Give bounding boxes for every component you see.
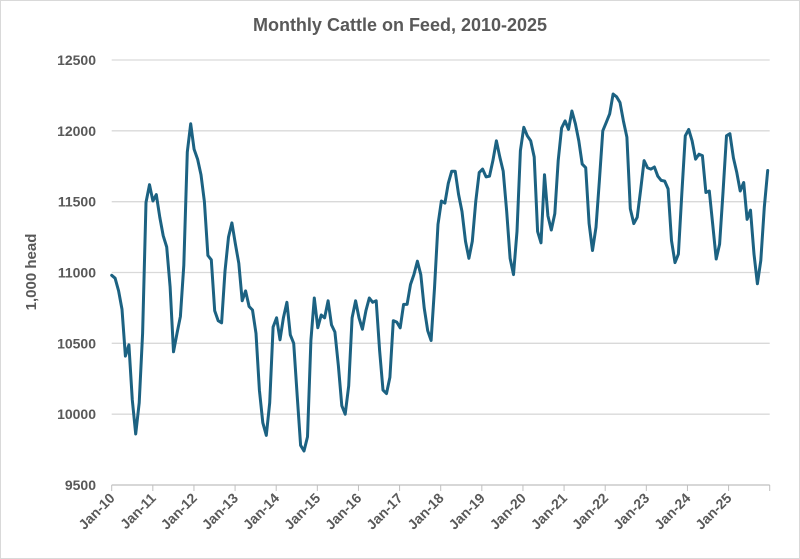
y-tick-label: 12000 xyxy=(57,123,96,139)
y-tick-label: 12500 xyxy=(57,52,96,68)
y-tick-label: 11000 xyxy=(58,265,96,281)
y-axis-label: 1,000 head xyxy=(23,234,40,311)
series-line xyxy=(110,92,770,453)
y-tick-label: 10000 xyxy=(57,406,96,422)
y-tick-label: 9500 xyxy=(65,477,96,493)
y-tick-label: 11500 xyxy=(58,194,96,210)
chart-title: Monthly Cattle on Feed, 2010-2025 xyxy=(253,15,547,35)
y-tick-label: 10500 xyxy=(57,335,96,351)
